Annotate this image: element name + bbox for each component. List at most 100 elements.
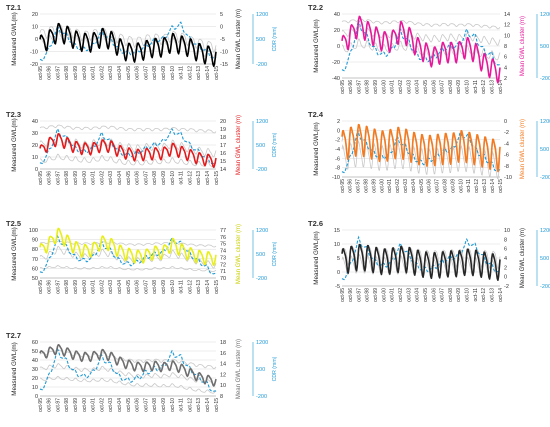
x-tick-label: oct-96 bbox=[348, 80, 354, 94]
ylabel-right: Mean GWL cluster (m) bbox=[520, 119, 526, 179]
x-tick-label: oct-10 bbox=[465, 80, 471, 94]
x-tick-label: oct-02 bbox=[398, 80, 404, 94]
x-tick-label: oct-03 bbox=[108, 66, 114, 80]
cluster-member-series bbox=[39, 153, 217, 168]
panel-title: T2.1 bbox=[6, 3, 21, 12]
tick-label-right: 15 bbox=[220, 159, 226, 165]
tick-label-right: 20 bbox=[220, 119, 226, 125]
chart-panel-T2-3: T2.3 0 10 20 30 40 14 15 16 17 18 19 20 -200 500 1200 Me… bbox=[6, 110, 278, 185]
tick-label-left: 20 bbox=[32, 12, 38, 18]
ylabel-left: Measured GWL(m) bbox=[313, 231, 320, 285]
x-tick-label: oct-15 bbox=[214, 398, 220, 412]
tick-label-cdr: -200 bbox=[540, 284, 550, 290]
x-tick-label: oct-04 bbox=[117, 280, 123, 294]
ylabel-cdr: CDR (mm) bbox=[272, 241, 278, 266]
x-tick-label: oct-14 bbox=[205, 66, 211, 80]
cluster-member-series bbox=[39, 265, 217, 273]
tick-label-left: 60 bbox=[32, 340, 38, 346]
x-tick-label: oct-98 bbox=[64, 171, 70, 185]
x-tick-label: oct-02 bbox=[99, 398, 105, 412]
x-tick-label: oct-99 bbox=[73, 171, 79, 185]
x-tick-label: oct-12 bbox=[481, 288, 487, 302]
cdr-series bbox=[341, 17, 501, 72]
tick-label-left: 5 bbox=[337, 256, 340, 262]
tick-label-cdr: 1200 bbox=[256, 12, 268, 18]
x-tick-label: oct-11 bbox=[179, 66, 185, 80]
ylabel-left: Measured GWL(m) bbox=[11, 118, 18, 172]
x-tick-label: oct-98 bbox=[64, 398, 70, 412]
x-tick-label: oct-96 bbox=[47, 171, 53, 185]
mean-gwl-series bbox=[39, 344, 217, 387]
tick-label-left: -4 bbox=[335, 147, 340, 153]
tick-label-right: 76 bbox=[220, 235, 226, 241]
tick-label-left: 80 bbox=[32, 247, 38, 253]
x-tick-label: oct-09 bbox=[161, 398, 167, 412]
x-tick-label: oct-03 bbox=[403, 179, 409, 193]
ylabel-right: Mean GWL cluster (m) bbox=[236, 224, 242, 284]
x-tick-label: oct-00 bbox=[82, 280, 88, 294]
chart-panel-T2-5: T2.550607080901007071727374757677-200500… bbox=[6, 219, 278, 294]
chart-panel-T2-1: T2.1 -20 -10 0 10 20 -15 -10 -5 0 5 -200 500 1200 Meas… bbox=[6, 3, 278, 80]
x-tick-label: oct-05 bbox=[423, 80, 429, 94]
x-tick-label: oct-12 bbox=[187, 398, 193, 412]
x-tick-label: oct-10 bbox=[458, 179, 464, 193]
x-tick-label: oct-95 bbox=[38, 398, 44, 412]
tick-label-right: 8 bbox=[504, 237, 507, 243]
mean-gwl-series bbox=[39, 22, 217, 68]
tick-label-left: -40 bbox=[332, 76, 340, 82]
cluster-member-series bbox=[39, 375, 217, 394]
x-tick-label: oct-11 bbox=[179, 171, 185, 185]
cluster-member-series bbox=[39, 349, 217, 370]
tick-label-cdr: 1200 bbox=[540, 119, 550, 125]
x-tick-label: oct-97 bbox=[356, 179, 362, 193]
ylabel-left: Measured GWL(m) bbox=[313, 19, 320, 73]
tick-label-left: 30 bbox=[32, 367, 38, 373]
tick-label-left: 40 bbox=[32, 119, 38, 125]
tick-label-right: 4 bbox=[504, 256, 507, 262]
ylabel-right: Mean GWL cluster (m) bbox=[236, 9, 242, 69]
x-tick-label: oct-03 bbox=[108, 280, 114, 294]
tick-label-cdr: 1200 bbox=[540, 12, 550, 18]
tick-label-right: 2 bbox=[504, 76, 507, 82]
mean-gwl-series bbox=[39, 133, 217, 169]
x-tick-label: oct-10 bbox=[170, 280, 176, 294]
x-tick-label: oct-14 bbox=[205, 280, 211, 294]
x-tick-label: oct-05 bbox=[423, 288, 429, 302]
tick-label-cdr: 500 bbox=[540, 147, 549, 153]
ylabel-right: Mean GWL cluster (m) bbox=[236, 339, 242, 399]
cluster-member-series bbox=[39, 240, 217, 248]
tick-label-right: 12 bbox=[504, 23, 510, 29]
x-tick-label: oct-07 bbox=[143, 398, 149, 412]
x-tick-label: oct-02 bbox=[395, 179, 401, 193]
tick-label-left: 15 bbox=[334, 228, 340, 234]
tick-label-left: 50 bbox=[32, 349, 38, 355]
panel-title: T2.7 bbox=[6, 331, 21, 340]
x-tick-label: oct-95 bbox=[340, 80, 346, 94]
tick-label-left: 0 bbox=[337, 44, 340, 50]
tick-label-right: 70 bbox=[220, 276, 226, 282]
panel-title: T2.2 bbox=[308, 3, 323, 12]
x-tick-label: oct-05 bbox=[419, 179, 425, 193]
x-tick-label: oct-05 bbox=[126, 398, 132, 412]
x-tick-label: oct-14 bbox=[205, 398, 211, 412]
x-tick-label: oct-04 bbox=[415, 288, 421, 302]
tick-label-right: -6 bbox=[504, 153, 509, 159]
tick-label-left: 30 bbox=[32, 131, 38, 137]
tick-label-cdr: 500 bbox=[540, 44, 549, 50]
x-tick-label: oct-06 bbox=[135, 171, 141, 185]
tick-label-left: -20 bbox=[332, 60, 340, 66]
tick-label-right: 0 bbox=[504, 275, 507, 281]
x-tick-label: oct-00 bbox=[379, 179, 385, 193]
x-tick-label: oct-15 bbox=[214, 66, 220, 80]
tick-label-left: 90 bbox=[32, 238, 38, 244]
x-tick-label: oct-07 bbox=[440, 80, 446, 94]
tick-label-left: -6 bbox=[335, 156, 340, 162]
x-tick-label: oct-00 bbox=[82, 398, 88, 412]
x-tick-label: oct-09 bbox=[161, 66, 167, 80]
x-tick-label: oct-08 bbox=[152, 171, 158, 185]
x-tick-label: oct-97 bbox=[55, 398, 61, 412]
mean-gwl-series bbox=[341, 243, 501, 281]
x-tick-label: oct-95 bbox=[38, 280, 44, 294]
x-tick-label: oct-12 bbox=[187, 171, 193, 185]
tick-label-right: 72 bbox=[220, 262, 226, 268]
